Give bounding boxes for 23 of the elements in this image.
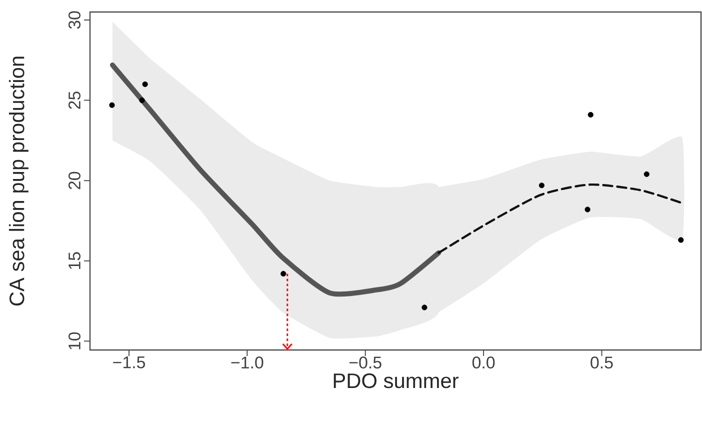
x-tick-label: −0.5: [349, 356, 382, 369]
point: [678, 237, 684, 243]
line-series: [438, 183, 684, 254]
point: [422, 304, 428, 310]
y-tick-label: 25: [68, 92, 80, 109]
x-tick-label: −1.0: [231, 356, 264, 369]
point: [644, 171, 650, 177]
point: [584, 206, 590, 212]
point: [109, 102, 115, 108]
y-tick-label: 10: [68, 332, 80, 350]
point: [142, 81, 148, 88]
point: [538, 182, 544, 188]
y-axis-title: CA sea lion pup production: [8, 56, 28, 306]
x-tick-label: 0.5: [590, 356, 613, 369]
y-tick-label: 15: [68, 252, 80, 270]
x-tick-label: −1.5: [113, 356, 146, 368]
y-tick-label: 30: [68, 11, 80, 29]
x-axis-title: PDO summer: [334, 373, 458, 388]
y-tick-label: 20: [68, 172, 80, 190]
x-tick-label: 0.0: [472, 356, 495, 369]
point: [280, 270, 286, 277]
point: [588, 112, 594, 118]
point: [139, 98, 145, 104]
